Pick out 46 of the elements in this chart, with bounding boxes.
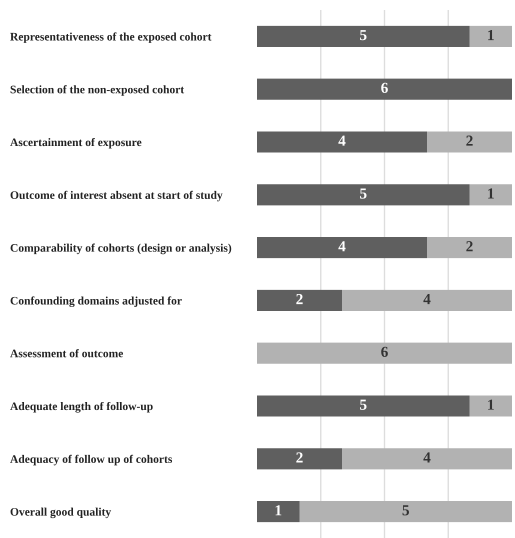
data-label: 4 — [338, 241, 346, 252]
data-label: 1 — [276, 505, 282, 516]
data-label: 2 — [466, 136, 473, 146]
data-label: 5 — [360, 30, 367, 40]
y-tick-label: Overall good quality — [10, 508, 112, 518]
data-label: 5 — [402, 505, 410, 516]
bar — [257, 26, 470, 47]
bar — [257, 131, 427, 153]
data-label: 6 — [381, 82, 388, 94]
y-tick-label: Adequacy of follow up of cohorts — [10, 454, 172, 466]
y-tick-label: Outcome of interest absent at start of study — [10, 190, 223, 202]
bar — [470, 184, 512, 206]
y-tick-label: Confounding domains adjusted for — [10, 296, 182, 308]
data-label: 4 — [423, 294, 431, 304]
y-tick-label: Adequate length of follow-up — [10, 402, 153, 413]
y-tick-label: Assessment of outcome — [10, 349, 124, 358]
bar — [257, 184, 470, 206]
data-label: 1 — [488, 400, 494, 410]
bar — [257, 342, 512, 364]
bar — [300, 501, 512, 522]
bar — [257, 290, 342, 311]
bar — [470, 26, 512, 47]
data-label: 5 — [360, 188, 367, 199]
data-label: 2 — [466, 241, 473, 252]
bar — [342, 290, 512, 311]
data-label: 5 — [360, 400, 367, 410]
y-tick-label: Comparability of cohorts (design or analysis) — [10, 244, 232, 254]
data-label: 4 — [338, 136, 346, 146]
data-label: 2 — [296, 294, 303, 304]
bar — [427, 131, 512, 153]
y-tick-label: Selection of the non-exposed cohort — [10, 85, 184, 96]
data-label: 2 — [296, 452, 303, 462]
data-label: 1 — [488, 30, 494, 40]
data-label: 4 — [423, 452, 431, 462]
bar — [342, 448, 512, 470]
bar — [470, 395, 512, 417]
bar — [257, 237, 427, 258]
bar — [257, 501, 300, 522]
bar — [257, 448, 342, 470]
bar — [257, 395, 470, 417]
y-tick-label: Ascertainment of exposure — [10, 138, 142, 149]
bar — [427, 237, 512, 258]
bar — [257, 78, 512, 100]
data-label: 6 — [381, 346, 388, 358]
data-label: 1 — [488, 188, 494, 198]
y-tick-label: Representativeness of the exposed cohort — [10, 32, 212, 43]
